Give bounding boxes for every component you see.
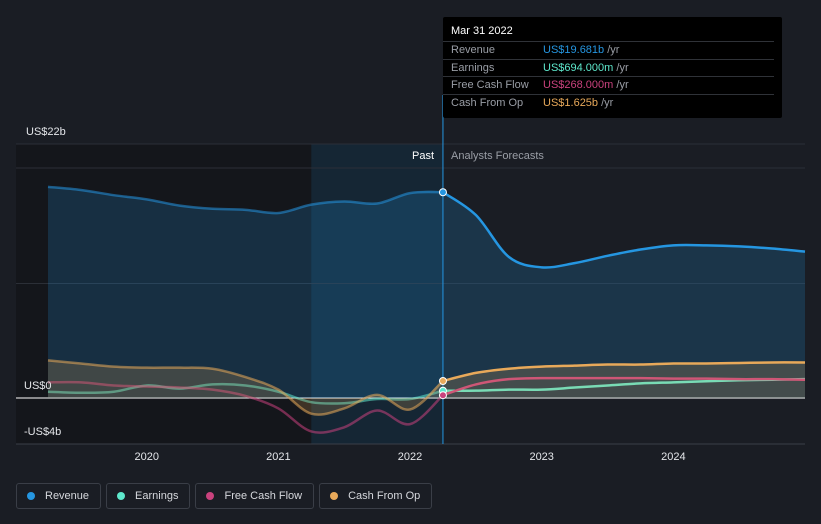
revenue-area (48, 186, 805, 398)
tooltip-row-label: Earnings (451, 61, 495, 74)
legend-label: Revenue (45, 490, 90, 502)
legend-dot-icon (27, 492, 35, 500)
x-axis-tick-label: 2023 (529, 451, 554, 463)
tooltip-date: Mar 31 2022 (451, 25, 513, 37)
tooltip-row-value: US$268.000m /yr (543, 79, 629, 91)
tooltip-row-label: Cash From Op (451, 96, 524, 109)
legend-label: Cash From Op (348, 490, 421, 502)
tooltip-value-unit: /yr (598, 96, 614, 109)
legend-dot-icon (117, 492, 126, 500)
tooltip-row-label: Revenue (451, 44, 496, 56)
tooltip-value-unit: /yr (613, 79, 629, 91)
tooltip-value-number: US$1.625b (543, 96, 599, 109)
earnings-line-past (47, 382, 444, 405)
legend-dot-icon (330, 492, 339, 500)
legend-dot-icon (206, 492, 215, 500)
free-cash-flow-marker (438, 391, 447, 400)
cash-from-op-area (48, 360, 805, 415)
cash-from-op-marker (438, 377, 447, 386)
tooltip-row-value: US$19.681b /yr (543, 44, 619, 56)
cash-from-op-line-forecast (442, 361, 806, 383)
tooltip-value-number: US$694.000m (543, 61, 614, 74)
tooltip-row-value: US$1.625b /yr (543, 97, 613, 109)
tooltip-row-earnings: Earnings US$694.000m /yr (443, 58, 774, 77)
tooltip-row-cash-from-op: Cash From Op US$1.625b /yr (443, 93, 774, 112)
tooltip-row-free-cash-flow: Free Cash Flow US$268.000m /yr (443, 76, 774, 94)
tooltip-value-number: US$19.681b (543, 44, 605, 56)
free-cash-flow-line-forecast (442, 376, 806, 397)
y-axis-label-top: US$22b (26, 126, 66, 138)
legend-item-revenue[interactable]: Revenue (16, 483, 102, 509)
y-axis-label-zero: US$0 (24, 380, 52, 392)
legend-item-free-cash-flow[interactable]: Free Cash Flow (195, 483, 315, 509)
cash-from-op-line-past (47, 359, 444, 416)
free-cash-flow-line-past (47, 380, 444, 434)
x-axis-tick-label: 2022 (397, 451, 423, 463)
legend-item-cash-from-op[interactable]: Cash From Op (319, 483, 433, 509)
chart-legend: Revenue Earnings Free Cash Flow Cash From O… (16, 483, 433, 511)
legend-label: Earnings (135, 490, 179, 502)
data-tooltip: Mar 31 2022 Revenue US$19.681b /yr Earning… (443, 17, 782, 118)
forecast-label: Analysts Forecasts (451, 150, 544, 162)
revenue-line-forecast (442, 191, 806, 269)
legend-label: Free Cash Flow (224, 490, 303, 502)
tooltip-row-value: US$694.000m /yr (543, 62, 629, 74)
tooltip-value-unit: /yr (604, 44, 620, 56)
revenue-marker (438, 188, 447, 197)
revenue-line-past (47, 185, 443, 215)
y-axis-label-bottom: -US$4b (24, 426, 62, 438)
legend-item-earnings[interactable]: Earnings (106, 483, 191, 509)
tooltip-row-label: Free Cash Flow (451, 79, 529, 91)
tooltip-value-unit: /yr (613, 61, 629, 74)
x-axis-tick-label: 2024 (661, 451, 686, 463)
past-label: Past (412, 150, 435, 162)
tooltip-value-number: US$268.000m (543, 79, 614, 91)
x-axis-tick-label: 2021 (266, 451, 291, 463)
x-axis-tick-label: 2020 (134, 451, 159, 463)
tooltip-row-revenue: Revenue US$19.681b /yr (443, 41, 774, 59)
